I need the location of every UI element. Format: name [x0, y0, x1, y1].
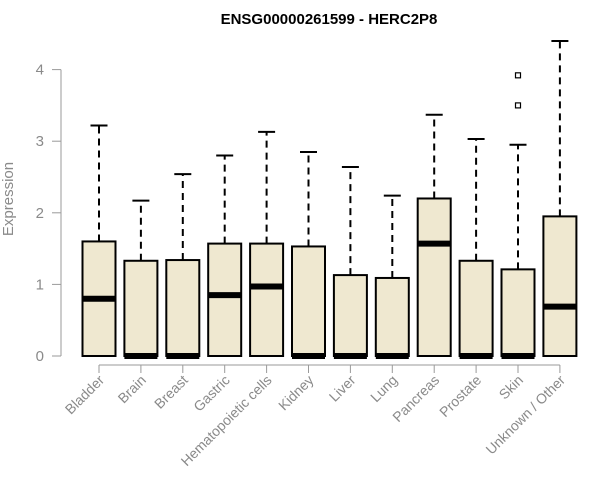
y-axis: 0 1 2 3 4: [36, 62, 62, 365]
chart-title: ENSG00000261599 - HERC2P8: [221, 11, 438, 28]
box-2: [123, 199, 159, 359]
box-8: [374, 194, 410, 359]
box-12: [542, 39, 578, 357]
box-rect: [249, 242, 285, 357]
x-tick-label: Kidney: [275, 372, 317, 414]
box-10: [458, 138, 494, 359]
box-outlier: [514, 102, 522, 109]
x-tick-label: Liver: [326, 372, 359, 405]
box-rect: [416, 197, 452, 357]
box-5: [249, 130, 285, 357]
y-tick-label: 1: [36, 276, 44, 293]
box-rect: [500, 268, 536, 358]
x-tick-label: Lung: [367, 372, 400, 405]
box-rect: [207, 242, 243, 357]
box-7: [332, 165, 368, 359]
x-tick-label: Brain: [115, 372, 149, 406]
y-tick-label: 0: [36, 348, 44, 365]
x-tick-label: Unknown / Other: [482, 372, 568, 458]
x-tick-label: Skin: [496, 372, 527, 403]
box-rect: [165, 259, 201, 357]
box-rect: [374, 276, 410, 357]
y-axis-label: Expression: [0, 162, 17, 236]
y-tick-label: 2: [36, 205, 44, 222]
x-tick-label: Bladder: [62, 372, 108, 418]
box-rect: [458, 259, 494, 357]
box-rect: [291, 245, 326, 357]
x-tick-label: Pancreas: [389, 372, 442, 425]
box-outlier: [514, 72, 522, 79]
box-rect: [542, 215, 578, 357]
box-6: [291, 150, 326, 359]
box-3: [165, 173, 201, 359]
x-tick-label: Prostate: [436, 372, 484, 420]
box-rect: [332, 274, 368, 358]
y-tick-label: 3: [36, 133, 44, 150]
x-tick-label: Breast: [151, 372, 191, 412]
box-rect: [123, 259, 159, 357]
box-9: [416, 113, 452, 357]
box-4: [207, 154, 243, 357]
box-11: [500, 72, 536, 359]
boxes-group: [81, 39, 578, 359]
y-tick-label: 4: [36, 62, 44, 79]
box-1: [81, 124, 117, 357]
